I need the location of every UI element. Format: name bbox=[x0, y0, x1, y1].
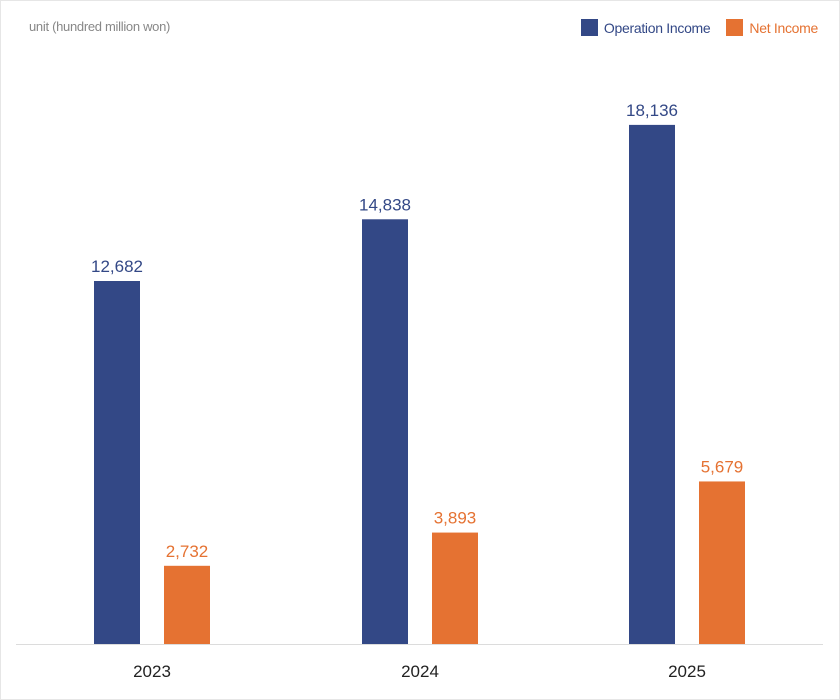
data-label: 5,679 bbox=[701, 457, 744, 476]
x-tick-label: 2025 bbox=[668, 662, 706, 681]
legend-label-operation-income: Operation Income bbox=[603, 19, 711, 36]
bar-operation-income bbox=[94, 281, 140, 644]
data-label: 14,838 bbox=[359, 195, 411, 214]
bar-net-income bbox=[164, 565, 210, 644]
legend-item-net-income: Net Income bbox=[726, 19, 818, 36]
legend-swatch-net-income bbox=[726, 19, 744, 36]
legend-label-net-income: Net Income bbox=[749, 19, 818, 36]
unit-label: unit (hundred million won) bbox=[29, 19, 171, 34]
data-label: 18,136 bbox=[626, 101, 678, 120]
bar-operation-income bbox=[362, 219, 408, 645]
legend: Operation Income Net Income bbox=[565, 19, 818, 36]
legend-item-operation-income: Operation Income bbox=[580, 19, 711, 36]
legend-swatch-operation-income bbox=[580, 19, 598, 36]
data-label: 3,893 bbox=[434, 509, 477, 528]
data-label: 12,682 bbox=[91, 257, 143, 276]
data-label: 2,732 bbox=[166, 542, 209, 561]
bar-operation-income bbox=[629, 124, 675, 645]
x-tick-label: 2023 bbox=[133, 662, 171, 681]
bar-net-income bbox=[699, 481, 745, 644]
bar-net-income bbox=[432, 532, 478, 644]
x-tick-label: 2024 bbox=[401, 662, 439, 681]
